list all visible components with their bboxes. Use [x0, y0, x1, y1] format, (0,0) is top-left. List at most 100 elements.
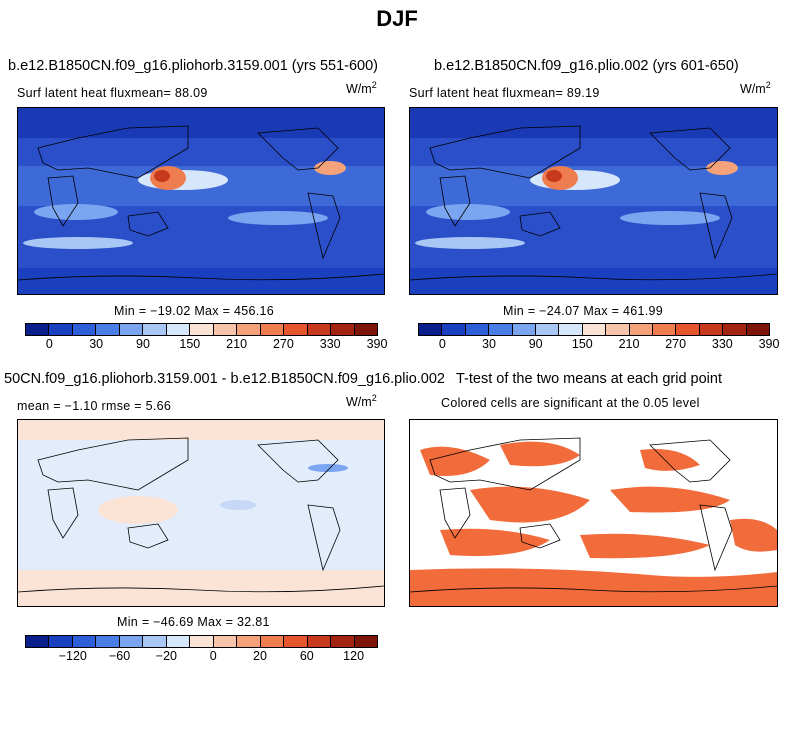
colorbar-box	[284, 324, 308, 335]
panel3-units: W/m2	[346, 393, 377, 410]
panel2-colorbar	[418, 323, 770, 336]
panel1-so-band	[23, 237, 133, 249]
colorbar-box	[331, 324, 355, 335]
colorbar-tick-label: −60	[108, 649, 131, 663]
colorbar-box	[465, 324, 490, 335]
colorbar-tick-label: −20	[155, 649, 177, 663]
colorbar-tick-label: 330	[319, 337, 341, 351]
colorbar-box	[699, 324, 724, 335]
panel1-colorbar	[25, 323, 378, 336]
colorbar-box	[489, 324, 513, 335]
colorbar-box	[96, 324, 120, 335]
colorbar-tick-label: 390	[758, 337, 780, 351]
colorbar-tick-label: 20	[253, 649, 267, 663]
panel3-southern-band	[18, 570, 384, 606]
colorbar-box	[166, 324, 191, 335]
panel1-pacific-band	[228, 211, 328, 225]
colorbar-box	[260, 636, 285, 647]
colorbar-box	[629, 324, 654, 335]
panel1-indian-band	[34, 204, 118, 220]
colorbar-box	[213, 636, 238, 647]
colorbar-tick-label: 90	[136, 337, 150, 351]
panel1-subtitle: Surf latent heat fluxmean= 88.09	[17, 86, 208, 100]
colorbar-box	[746, 324, 770, 335]
colorbar-box	[559, 324, 583, 335]
colorbar-box	[26, 324, 50, 335]
colorbar-box	[190, 324, 214, 335]
colorbar-box	[331, 636, 355, 647]
panel2-units: W/m2	[740, 80, 771, 97]
panel3-maritime-anomaly	[98, 496, 178, 524]
panel2-map-svg	[410, 108, 777, 294]
colorbar-tick-label: 120	[343, 649, 365, 663]
panel3-coastlines	[18, 437, 384, 593]
colorbar-box	[143, 636, 167, 647]
colorbar-tick-label: 30	[89, 337, 104, 351]
panel2-gulfstream	[706, 161, 738, 175]
colorbar-box	[653, 324, 677, 335]
colorbar-box	[119, 324, 144, 335]
panel3-pacific-anomaly	[220, 500, 256, 510]
panel2-arctic	[410, 108, 777, 138]
colorbar-box	[284, 636, 308, 647]
panel4-title: T-test of the two means at each grid poi…	[456, 371, 722, 387]
panel2-indian-band	[426, 204, 510, 220]
colorbar-tick-label: 90	[528, 337, 543, 351]
colorbar-box	[96, 636, 120, 647]
panel2-so-band	[415, 237, 525, 249]
colorbar-tick-label: 60	[299, 649, 314, 663]
panel3-map	[17, 419, 385, 607]
colorbar-box	[354, 324, 378, 335]
panel4-map	[409, 419, 778, 607]
panel1-kuroshio-core	[154, 170, 170, 182]
colorbar-tick-label: 0	[209, 649, 217, 663]
colorbar-box	[419, 324, 443, 335]
colorbar-box	[119, 636, 144, 647]
colorbar-tick-label: 270	[272, 337, 294, 351]
panel2-coastlines	[410, 125, 777, 281]
colorbar-box	[237, 324, 261, 335]
colorbar-box	[442, 324, 466, 335]
panel3-title: 50CN.f09_g16.pliohorb.3159.001 - b.e12.B…	[4, 371, 445, 387]
panel4-coastlines	[410, 437, 777, 593]
colorbar-tick-label: −120	[58, 649, 87, 663]
colorbar-box	[582, 324, 607, 335]
panel3-map-svg	[18, 420, 384, 606]
panel2-subtitle: Surf latent heat fluxmean= 89.19	[409, 86, 600, 100]
panel3-colorbar	[25, 635, 378, 648]
colorbar-box	[143, 324, 167, 335]
colorbar-tick-label: 210	[226, 337, 248, 351]
panel4-significant-cells	[410, 441, 777, 606]
colorbar-tick-label: 150	[571, 337, 593, 351]
panel4-subtitle: Colored cells are significant at the 0.0…	[441, 396, 700, 410]
colorbar-box	[213, 324, 238, 335]
figure-title: DJF	[376, 6, 418, 31]
panel2-pacific-band	[620, 211, 720, 225]
colorbar-box	[307, 324, 332, 335]
colorbar-box	[354, 636, 378, 647]
panel1-title: b.e12.B1850CN.f09_g16.pliohorb.3159.001 …	[8, 58, 379, 74]
colorbar-tick-label: 390	[366, 337, 388, 351]
panel3-minmax: Min = −46.69 Max = 32.81	[117, 615, 270, 629]
panel3-north-band	[18, 420, 384, 440]
colorbar-tick-label: 330	[711, 337, 733, 351]
panel2-title: b.e12.B1850CN.f09_g16.plio.002 (yrs 601-…	[434, 58, 739, 74]
colorbar-box	[536, 324, 560, 335]
colorbar-tick-label: 270	[665, 337, 687, 351]
colorbar-box	[26, 636, 50, 647]
colorbar-box	[49, 636, 73, 647]
panel2-minmax: Min = −24.07 Max = 461.99	[503, 304, 664, 318]
colorbar-box	[606, 324, 630, 335]
colorbar-box	[49, 324, 73, 335]
colorbar-tick-label: 0	[45, 337, 53, 351]
colorbar-tick-label: 30	[482, 337, 496, 351]
colorbar-box	[676, 324, 700, 335]
panel2-kuroshio-core	[546, 170, 562, 182]
panel1-map	[17, 107, 385, 295]
panel1-gulfstream	[314, 161, 346, 175]
panel1-coastlines	[18, 125, 384, 281]
colorbar-tick-label: 210	[618, 337, 640, 351]
panel2-map	[409, 107, 778, 295]
colorbar-box	[307, 636, 332, 647]
panel3-subtitle: mean = −1.10 rmse = 5.66	[17, 399, 172, 413]
